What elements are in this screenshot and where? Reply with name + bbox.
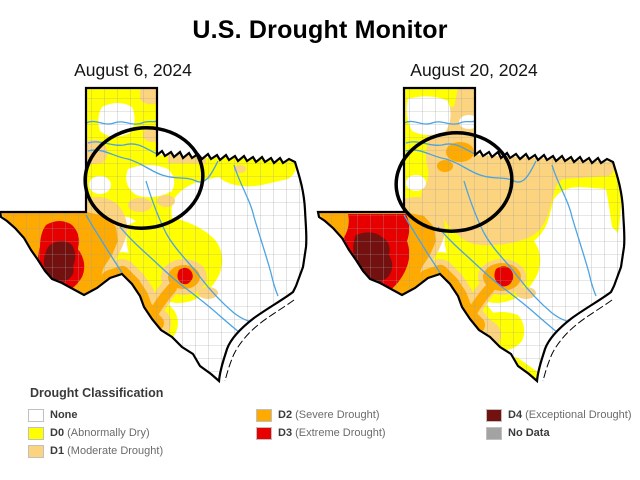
legend-label: D4 (Exceptional Drought) [508, 409, 632, 421]
legend-item-no-data: No Data [486, 424, 632, 442]
legend-heading: Drought Classification [30, 386, 164, 400]
legend-swatch [486, 408, 502, 422]
legend-swatch [256, 426, 272, 440]
annotation-ellipse-left [83, 126, 205, 230]
map-date-august-20: August 20, 2024 [410, 60, 538, 80]
legend-item-d1: D1 (Moderate Drought) [28, 442, 163, 460]
legend-label: D1 (Moderate Drought) [50, 445, 164, 457]
legend-item-d0: D0 (Abnormally Dry) [28, 424, 163, 442]
legend-label: D2 (Severe Drought) [278, 409, 380, 421]
legend-swatch [28, 426, 44, 440]
legend-label: D0 (Abnormally Dry) [50, 427, 150, 439]
legend-swatch [28, 408, 44, 422]
legend-item-d4: D4 (Exceptional Drought) [486, 406, 632, 424]
legend-column-3: D4 (Exceptional Drought) No Data [486, 406, 632, 442]
drought-map-august-20 [316, 86, 626, 383]
legend-item-d2: D2 (Severe Drought) [256, 406, 386, 424]
legend-item-none: None [28, 406, 163, 424]
drought-map-august-6 [0, 86, 308, 383]
legend-item-d3: D3 (Extreme Drought) [256, 424, 386, 442]
annotation-ellipse-right [394, 131, 514, 233]
legend-column-2: D2 (Severe Drought) D3 (Extreme Drought) [256, 406, 386, 442]
legend-label: None [50, 409, 78, 421]
map-date-august-6: August 6, 2024 [74, 60, 192, 80]
legend-swatch [486, 426, 502, 440]
texas-drought-maps [0, 86, 626, 383]
legend-swatch [28, 444, 44, 458]
legend-column-1: None D0 (Abnormally Dry) D1 (Moderate Drou… [28, 406, 163, 460]
legend-label: No Data [508, 427, 550, 439]
county-grid [318, 88, 625, 381]
legend-label: D3 (Extreme Drought) [278, 427, 386, 439]
legend-swatch [256, 408, 272, 422]
page-title: U.S. Drought Monitor [192, 16, 448, 44]
